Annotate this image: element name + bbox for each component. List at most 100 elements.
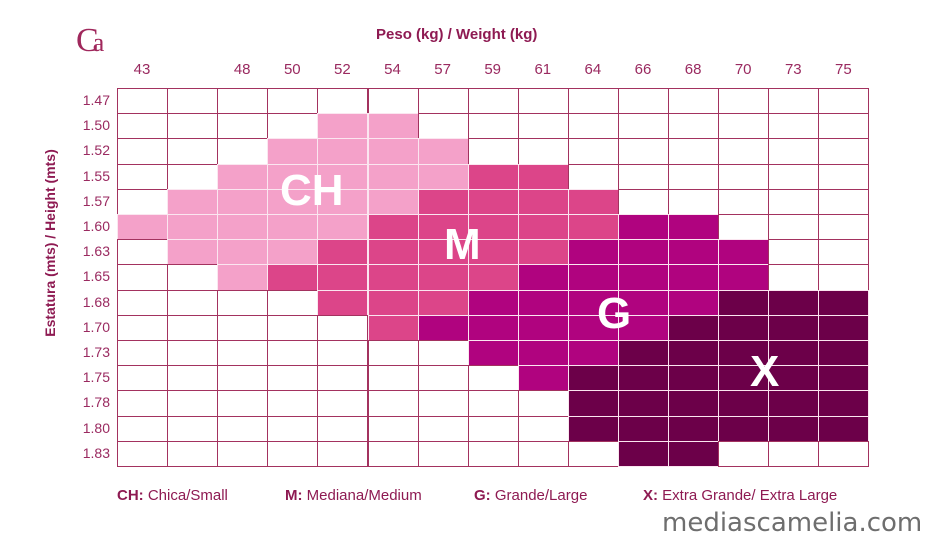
- y-axis-title: Estatura (mts) / Height (mts): [42, 149, 58, 337]
- legend-key: G:: [474, 487, 491, 504]
- grid-cell-empty: [267, 88, 319, 115]
- grid-cell-x: [718, 415, 770, 442]
- grid-cell-ch: [267, 239, 319, 266]
- grid-cell-g: [517, 340, 569, 367]
- grid-cell-x: [618, 415, 670, 442]
- grid-cell-empty: [818, 440, 870, 467]
- legend-item-large: G: Grande/Large: [474, 488, 587, 503]
- grid-cell-ch: [117, 214, 169, 241]
- grid-cell-x: [818, 289, 870, 316]
- grid-cell-x: [668, 340, 720, 367]
- grid-cell-ch: [217, 163, 269, 190]
- grid-cell-g: [467, 314, 519, 341]
- grid-cell-empty: [718, 138, 770, 165]
- legend-item-medium: M: Mediana/Medium: [285, 488, 422, 503]
- x-tick-label: 57: [434, 61, 451, 78]
- grid-cell-empty: [417, 88, 469, 115]
- grid-cell-empty: [317, 340, 369, 367]
- grid-cell-empty: [718, 440, 770, 467]
- grid-cell-x: [818, 415, 870, 442]
- grid-cell-empty: [317, 415, 369, 442]
- grid-cell-empty: [117, 138, 169, 165]
- x-tick-label: 52: [334, 61, 351, 78]
- grid-cell-empty: [567, 163, 619, 190]
- grid-cell-empty: [718, 214, 770, 241]
- grid-cell-empty: [768, 113, 820, 140]
- grid-cell-empty: [217, 390, 269, 417]
- grid-cell-empty: [117, 314, 169, 341]
- grid-cell-x: [818, 365, 870, 392]
- grid-cell-x: [618, 390, 670, 417]
- grid-cell-empty: [367, 340, 419, 367]
- grid-cell-empty: [167, 138, 219, 165]
- grid-cell-empty: [317, 390, 369, 417]
- grid-cell-x: [668, 390, 720, 417]
- grid-cell-m: [567, 188, 619, 215]
- grid-cell-empty: [167, 113, 219, 140]
- camelia-logo: Ca: [76, 22, 104, 59]
- grid-cell-x: [668, 314, 720, 341]
- grid-cell-ch: [317, 214, 369, 241]
- y-tick-label: 1.78: [82, 394, 110, 411]
- grid-cell-x: [567, 390, 619, 417]
- grid-cell-empty: [117, 188, 169, 215]
- grid-cell-empty: [167, 289, 219, 316]
- grid-cell-empty: [167, 314, 219, 341]
- grid-cell-empty: [567, 138, 619, 165]
- x-tick-label: 66: [634, 61, 652, 78]
- grid-cell-x: [668, 365, 720, 392]
- legend-item-small: CH: Chica/Small: [117, 488, 228, 503]
- grid-cell-empty: [517, 440, 569, 467]
- grid-cell-empty: [517, 415, 569, 442]
- grid-cell-g: [668, 239, 720, 266]
- legend-key: X:: [643, 487, 658, 504]
- grid-cell-empty: [718, 113, 770, 140]
- grid-cell-empty: [567, 88, 619, 115]
- grid-cell-empty: [768, 163, 820, 190]
- grid-cell-ch: [217, 214, 269, 241]
- grid-cell-x: [567, 365, 619, 392]
- grid-cell-empty: [117, 239, 169, 266]
- y-tick-label: 1.70: [82, 318, 110, 335]
- grid-cell-empty: [768, 440, 820, 467]
- grid-cell-m: [467, 214, 519, 241]
- grid-cell-empty: [117, 390, 169, 417]
- grid-cell-empty: [117, 440, 169, 467]
- x-tick-label: 59: [484, 61, 502, 78]
- grid-cell-g: [517, 365, 569, 392]
- grid-cell-empty: [167, 264, 219, 291]
- grid-cell-m: [367, 239, 419, 266]
- y-tick-label: 1.75: [82, 369, 110, 386]
- grid-cell-empty: [768, 239, 820, 266]
- grid-cell-x: [668, 440, 720, 467]
- grid-cell-x: [567, 415, 619, 442]
- grid-cell-empty: [668, 113, 720, 140]
- grid-cell-g: [517, 314, 569, 341]
- grid-cell-empty: [117, 88, 169, 115]
- y-tick-label: 1.52: [82, 142, 110, 159]
- legend-text: Chica/Small: [147, 487, 228, 504]
- grid-cell-empty: [818, 138, 870, 165]
- grid-cell-m: [467, 163, 519, 190]
- grid-cell-empty: [618, 88, 670, 115]
- grid-cell-g: [618, 214, 670, 241]
- grid-cell-empty: [818, 113, 870, 140]
- grid-cell-m: [367, 264, 419, 291]
- grid-cell-m: [517, 239, 569, 266]
- grid-cell-x: [768, 314, 820, 341]
- grid-cell-empty: [567, 440, 619, 467]
- grid-cell-empty: [768, 88, 820, 115]
- grid-cell-empty: [367, 365, 419, 392]
- y-tick-label: 1.47: [82, 92, 110, 108]
- grid-cell-empty: [217, 289, 269, 316]
- grid-cell-ch: [167, 188, 219, 215]
- legend-key: M:: [285, 487, 303, 504]
- grid-cell-empty: [317, 314, 369, 341]
- grid-cell-g: [668, 214, 720, 241]
- grid-cell-empty: [768, 264, 820, 291]
- grid-cell-empty: [818, 88, 870, 115]
- grid-cell-ch: [417, 138, 469, 165]
- grid-cell-g: [668, 264, 720, 291]
- grid-cell-ch: [167, 214, 219, 241]
- y-tick-label: 1.83: [82, 444, 110, 461]
